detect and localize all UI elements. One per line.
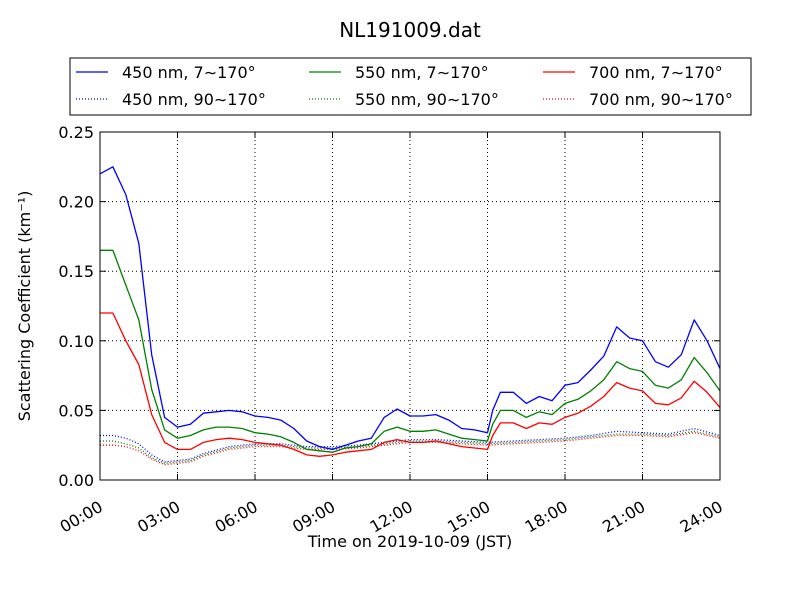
series-line-2 <box>100 249 721 453</box>
x-tick-label: 15:00 <box>444 497 493 537</box>
x-tick-label: 18:00 <box>522 497 571 537</box>
x-tick-label: 21:00 <box>599 497 648 537</box>
legend-label: 700 nm, 90∼170° <box>589 90 733 109</box>
x-tick-label: 03:00 <box>134 497 183 537</box>
plot-area <box>100 132 720 480</box>
x-tick-label: 06:00 <box>212 497 261 537</box>
legend-label: 550 nm, 7∼170° <box>355 63 489 82</box>
series-line-3 <box>100 312 721 457</box>
y-tick-label: 0.25 <box>58 123 94 142</box>
legend: 450 nm, 7∼170° 550 nm, 7∼170° 700 nm, 7∼17… <box>76 63 733 109</box>
series-line-6 <box>100 432 721 466</box>
legend-label: 450 nm, 7∼170° <box>122 63 256 82</box>
x-axis-label: Time on 2019-10-09 (JST) <box>307 532 512 551</box>
legend-label: 700 nm, 7∼170° <box>589 63 723 82</box>
legend-label: 550 nm, 90∼170° <box>355 90 499 109</box>
y-tick-label: 0.05 <box>58 401 94 420</box>
y-tick-label: 0.20 <box>58 193 94 212</box>
x-tick-label: 12:00 <box>367 497 416 537</box>
series-group <box>99 166 721 466</box>
y-tick-label: 0.10 <box>58 332 94 351</box>
x-tick-label: 24:00 <box>677 497 726 537</box>
y-axis-label: Scattering Coefficient (km⁻¹) <box>15 191 34 422</box>
y-tick-label: 0.00 <box>58 471 94 490</box>
grid <box>100 132 720 480</box>
series-line-4 <box>100 427 721 463</box>
legend-box <box>69 57 752 116</box>
x-tick-label: 09:00 <box>289 497 338 537</box>
series-line-1 <box>99 166 721 451</box>
chart-title: NL191009.dat <box>339 18 481 42</box>
x-tick-label: 00:00 <box>57 497 106 537</box>
legend-label: 450 nm, 90∼170° <box>122 90 266 109</box>
y-tick-label: 0.15 <box>58 262 94 281</box>
